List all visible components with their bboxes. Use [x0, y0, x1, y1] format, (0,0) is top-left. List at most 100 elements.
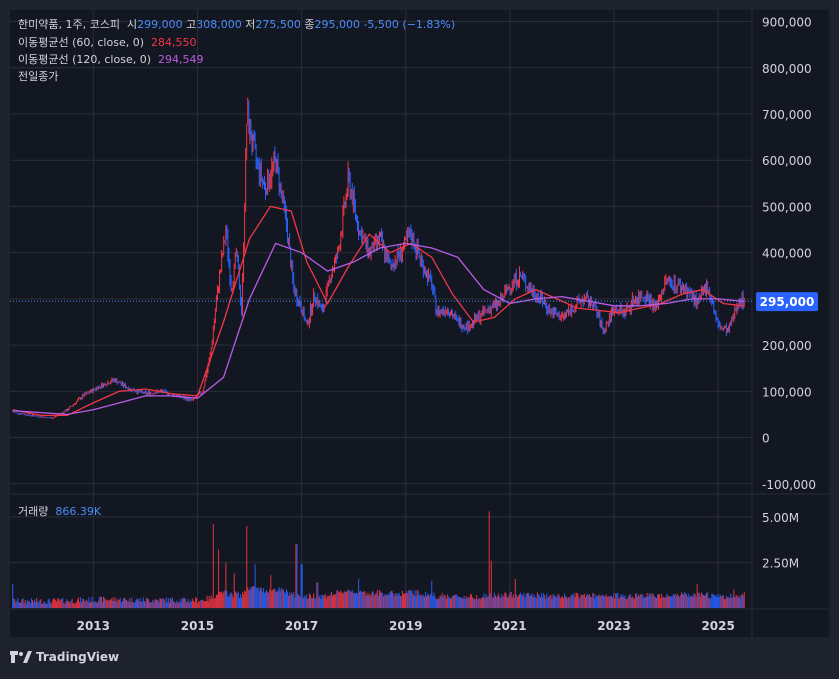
volume-bar	[529, 596, 531, 608]
volume-bar	[152, 600, 154, 608]
volume-bar	[270, 575, 272, 608]
volume-bar	[566, 596, 568, 608]
volume-bar	[202, 599, 204, 608]
volume-bar	[684, 592, 686, 608]
volume-bar	[246, 525, 248, 608]
volume-bar	[172, 597, 174, 608]
volume-bar	[128, 601, 130, 608]
tradingview-logo[interactable]: TradingView	[10, 650, 119, 664]
volume-bar	[371, 591, 373, 608]
volume-bar	[441, 592, 443, 608]
volume-bar	[409, 590, 411, 608]
volume-bar	[331, 595, 334, 608]
volume-bar	[174, 602, 176, 608]
volume-bar	[178, 602, 180, 608]
volume-bar	[63, 602, 65, 608]
volume-bar	[669, 596, 671, 608]
volume-bar	[506, 597, 508, 608]
volume-bar	[82, 598, 84, 608]
volume-bar	[66, 599, 68, 608]
volume-bar	[375, 592, 377, 608]
volume-bar	[98, 597, 100, 608]
volume-bar	[339, 591, 341, 608]
volume-bar	[634, 593, 637, 608]
volume-bar	[319, 594, 321, 608]
x-tick-label: 2019	[389, 619, 422, 633]
volume-bar	[327, 596, 329, 608]
volume-bar	[275, 591, 277, 608]
legend-ma120[interactable]: 이동평균선 (120, close, 0) 294,549	[18, 52, 204, 68]
volume-bar	[324, 593, 326, 608]
volume-bar	[420, 594, 422, 608]
volume-bar	[638, 594, 640, 608]
legend-volume[interactable]: 거래량 866.39K	[18, 504, 101, 520]
volume-bar	[475, 599, 477, 608]
volume-bar	[411, 590, 413, 608]
volume-bar	[281, 589, 283, 608]
volume-bar	[189, 600, 191, 608]
volume-bar	[657, 594, 660, 608]
volume-bar	[404, 593, 406, 608]
volume-bar	[713, 594, 715, 608]
volume-bar	[579, 596, 581, 608]
volume-bar	[470, 594, 473, 608]
volume-bar	[134, 602, 136, 608]
volume-bar	[714, 595, 716, 608]
volume-bar	[414, 590, 416, 608]
volume-bar	[401, 590, 404, 608]
volume-bar	[249, 589, 251, 608]
volume-bar	[208, 596, 210, 608]
volume-bar	[422, 594, 424, 608]
ma120-label: 이동평균선 (120, close, 0)	[18, 53, 151, 66]
volume-bar	[120, 602, 122, 608]
volume-bar	[550, 594, 552, 608]
volume-bar	[214, 598, 216, 608]
volume-bar	[384, 594, 386, 608]
volume-bar	[34, 599, 36, 608]
volume-bar	[75, 602, 77, 608]
legend-ma60[interactable]: 이동평균선 (60, close, 0) 284,550	[18, 35, 197, 51]
volume-bar	[229, 593, 231, 608]
volume-bar	[501, 593, 503, 608]
volume-bar	[543, 593, 545, 608]
volume-bar	[255, 587, 257, 608]
brand-label: TradingView	[36, 650, 120, 664]
volume-bar	[243, 594, 245, 608]
high-value: 308,000	[196, 18, 242, 31]
volume-bar	[593, 592, 595, 608]
x-tick-label: 2013	[77, 619, 110, 633]
volume-bar	[585, 595, 587, 608]
volume-bar	[88, 597, 90, 608]
volume-bar	[531, 593, 533, 608]
volume-bar	[402, 593, 405, 608]
volume-bar	[43, 601, 45, 608]
volume-bar	[474, 598, 476, 608]
volume-bar	[733, 589, 735, 608]
x-tick-label: 2015	[181, 619, 214, 633]
volume-bar	[104, 598, 106, 608]
volume-bar	[175, 603, 177, 608]
volume-bar	[648, 594, 650, 608]
volume-bar	[184, 598, 186, 608]
volume-bar	[616, 593, 618, 608]
ma120-value: 294,549	[158, 53, 204, 66]
volume-bar	[556, 596, 558, 608]
legend-prev-close[interactable]: 전일종가	[18, 69, 58, 85]
volume-bar	[423, 596, 425, 608]
volume-bar	[459, 596, 461, 608]
volume-bar	[600, 596, 602, 608]
volume-bar	[574, 597, 576, 608]
volume-bar	[383, 596, 385, 608]
volume-bar	[90, 601, 92, 608]
volume-bar	[159, 598, 161, 608]
volume-bar	[568, 597, 570, 608]
volume-bar	[672, 594, 674, 608]
volume-bar	[440, 596, 442, 608]
legend-ohlc: 한미약품, 1주, 코스피 시299,000 고308,000 저275,500…	[18, 17, 455, 33]
volume-bar	[609, 595, 612, 608]
volume-bar	[679, 595, 682, 608]
volume-bar	[587, 595, 590, 608]
volume-bar	[71, 599, 73, 608]
